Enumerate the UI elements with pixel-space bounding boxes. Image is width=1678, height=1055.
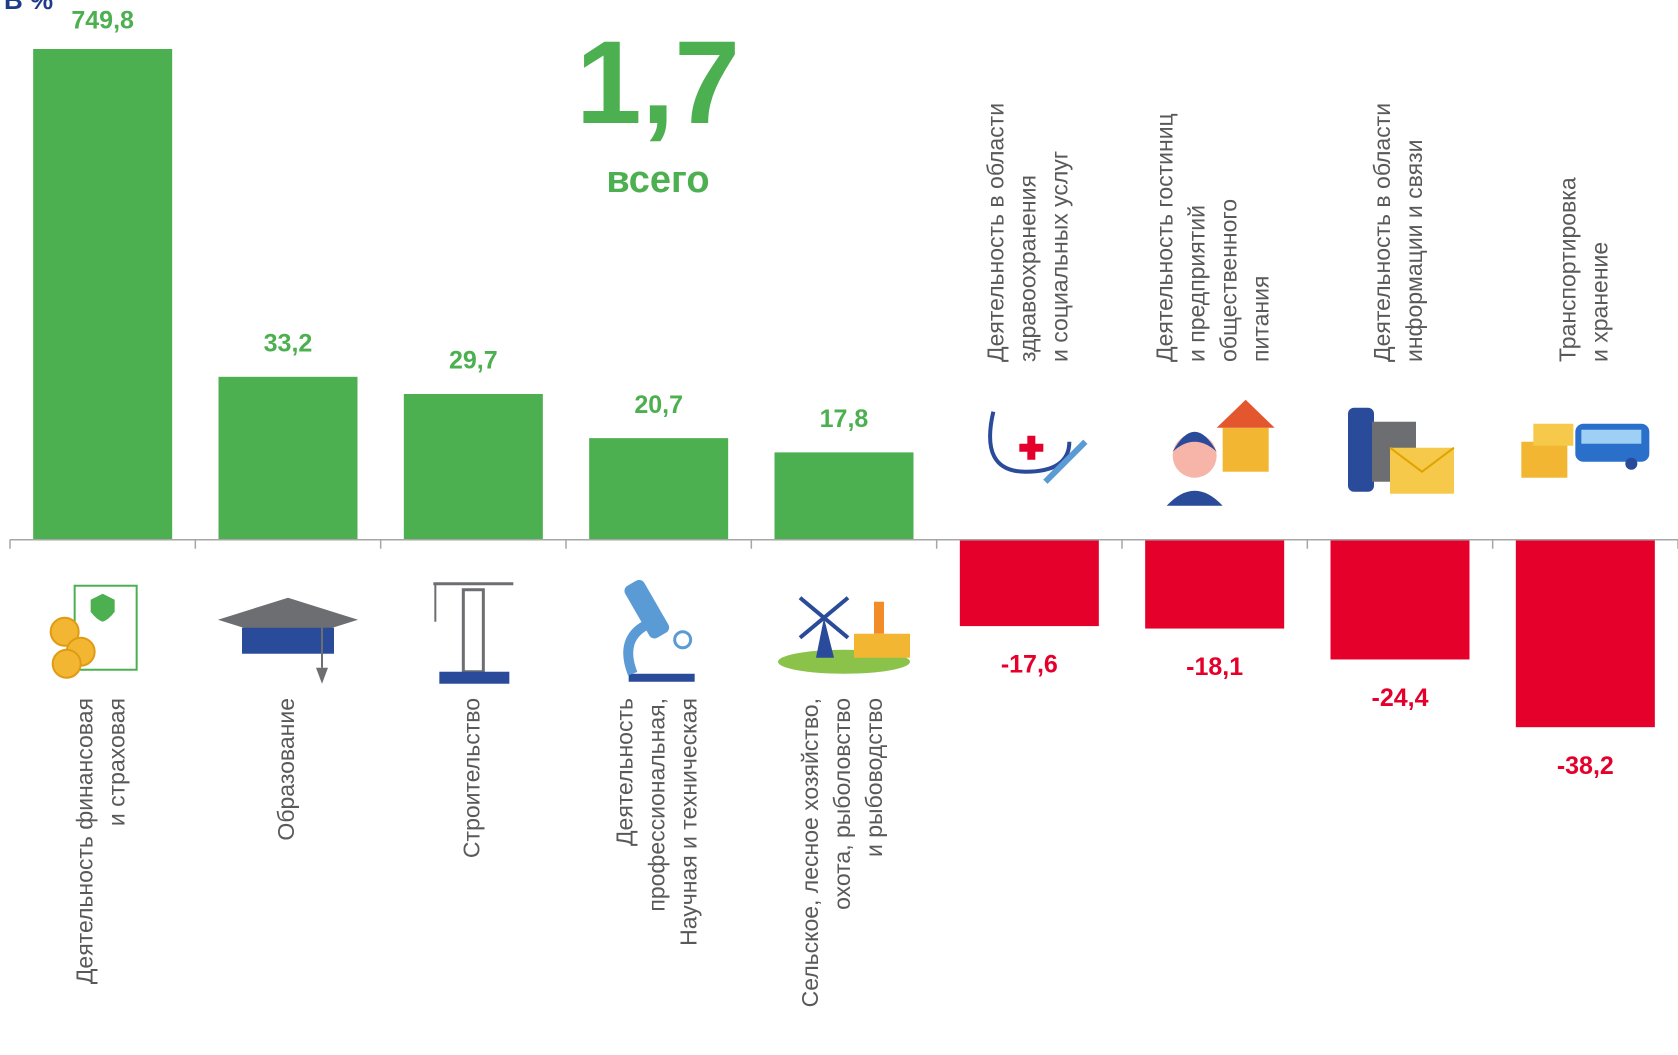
bar bbox=[1516, 540, 1655, 727]
icon-part bbox=[1019, 436, 1043, 460]
category-label: охота, рыболовство bbox=[829, 698, 855, 910]
category-icon bbox=[778, 598, 910, 674]
icon-part bbox=[1533, 424, 1573, 446]
total-value: 1,7 bbox=[576, 17, 740, 149]
value-label: -24,4 bbox=[1372, 684, 1429, 712]
category-label: Деятельность bbox=[612, 698, 638, 846]
category-icon bbox=[1167, 400, 1275, 506]
bar bbox=[404, 394, 543, 540]
icon-part bbox=[874, 602, 884, 634]
category-label: профессиональная, bbox=[644, 698, 670, 912]
value-label: 17,8 bbox=[820, 405, 869, 433]
icon-part bbox=[1348, 408, 1374, 492]
icon-part bbox=[1223, 428, 1269, 472]
unit-label: В % bbox=[4, 0, 53, 15]
total-caption: всего bbox=[606, 159, 709, 201]
category-label: питания bbox=[1248, 276, 1274, 362]
category-label: Деятельность гостиниц bbox=[1152, 113, 1178, 362]
bar bbox=[1331, 540, 1470, 660]
category-label: общественного bbox=[1216, 199, 1242, 362]
category-icon bbox=[1348, 408, 1454, 494]
category-label: Сельское, лесное хозяйство, bbox=[797, 698, 823, 1007]
value-label: 29,7 bbox=[449, 347, 498, 375]
category-label: здравоохранения bbox=[1014, 175, 1040, 362]
bar bbox=[960, 540, 1099, 626]
chart: В % 1,7 всего 749,8 Деятельность финансов… bbox=[0, 0, 1678, 1055]
bar bbox=[589, 438, 728, 540]
icon-part bbox=[675, 632, 691, 648]
icon-part bbox=[622, 578, 671, 641]
category-icon bbox=[990, 412, 1085, 482]
icon-part bbox=[1625, 458, 1637, 470]
category-icon bbox=[218, 598, 358, 684]
category-label: Транспортировка bbox=[1554, 177, 1580, 362]
icon-part bbox=[439, 672, 509, 684]
value-label: -38,2 bbox=[1557, 752, 1614, 780]
icon-part bbox=[1167, 491, 1223, 506]
value-label: 33,2 bbox=[264, 329, 313, 357]
icon-part bbox=[1045, 442, 1085, 482]
icon-part bbox=[242, 628, 334, 654]
icon-part bbox=[53, 650, 81, 678]
value-label: -18,1 bbox=[1186, 653, 1243, 681]
category-label: Научная и техническая bbox=[676, 698, 702, 946]
category-label: и страховая bbox=[104, 698, 130, 826]
icon-part bbox=[628, 624, 648, 674]
bar bbox=[219, 377, 358, 540]
icon-part bbox=[629, 674, 695, 682]
value-label: 20,7 bbox=[634, 391, 683, 419]
category-icon bbox=[51, 586, 137, 678]
category-label: и предприятий bbox=[1184, 205, 1210, 362]
category-icon bbox=[1521, 424, 1649, 478]
category-label: Образование bbox=[273, 698, 299, 841]
icon-part bbox=[316, 668, 328, 684]
value-label: -17,6 bbox=[1001, 651, 1058, 679]
bar bbox=[1145, 540, 1284, 629]
icon-part bbox=[463, 590, 483, 672]
category-label: информации и связи bbox=[1401, 140, 1427, 362]
category-label: и хранение bbox=[1586, 242, 1612, 362]
bar bbox=[775, 452, 914, 539]
icon-part bbox=[1217, 400, 1275, 428]
category-label: и социальных услуг bbox=[1046, 151, 1072, 362]
category-icon bbox=[622, 578, 694, 682]
category-label: и рыбоводство bbox=[861, 698, 887, 857]
icon-part bbox=[1581, 430, 1641, 444]
icon-part bbox=[854, 634, 910, 658]
category-label: Строительство bbox=[458, 698, 484, 858]
bar bbox=[33, 0, 172, 540]
value-label: 749,8 bbox=[71, 7, 134, 35]
category-icon bbox=[433, 584, 513, 684]
category-label: Деятельность финансовая bbox=[72, 698, 98, 984]
icon-part bbox=[1521, 442, 1567, 478]
category-label: Деятельность в области bbox=[982, 103, 1008, 362]
category-label: Деятельность в области bbox=[1369, 103, 1395, 362]
